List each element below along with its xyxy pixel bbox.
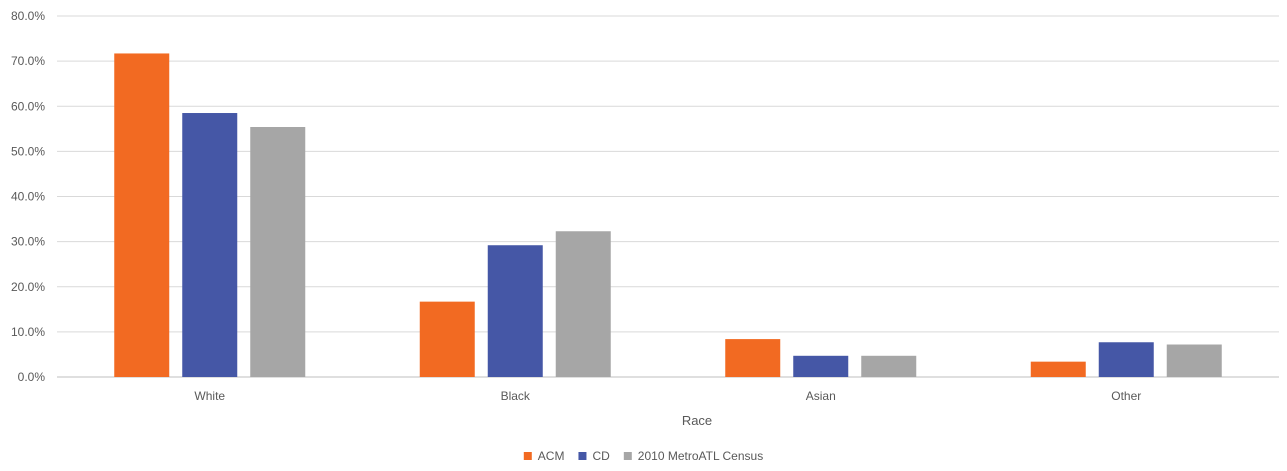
gridlines: [57, 15, 1279, 378]
bar-asian-acm: [725, 339, 781, 377]
y-tick-label: 30.0%: [11, 235, 45, 249]
bar-black-2010-metroatl-census: [555, 231, 611, 377]
legend-label: CD: [592, 449, 610, 463]
bars: [114, 53, 1222, 378]
bar-white-cd: [182, 113, 238, 378]
y-tick-label: 80.0%: [11, 9, 45, 23]
bar-asian-2010-metroatl-census: [861, 355, 917, 377]
legend-swatch: [623, 452, 632, 460]
y-tick-label: 20.0%: [11, 280, 45, 294]
y-tick-label: 0.0%: [18, 370, 46, 384]
bar-black-acm: [419, 301, 475, 377]
x-category-label: Other: [1111, 389, 1141, 403]
y-axis-tick-labels: 0.0% 10.0% 20.0% 30.0% 40.0% 50.0% 60.0% 70.0% 8…: [11, 9, 45, 384]
bar-other-2010-metroatl-census: [1166, 344, 1222, 377]
bar-other-cd: [1098, 342, 1154, 377]
bar-asian-cd: [793, 355, 849, 377]
y-tick-label: 40.0%: [11, 190, 45, 204]
x-category-label: White: [194, 389, 225, 403]
y-tick-label: 50.0%: [11, 144, 45, 158]
bar-white-acm: [114, 53, 170, 378]
legend-swatch: [578, 452, 587, 460]
bar-other-acm: [1030, 361, 1086, 377]
legend: ACM CD 2010 MetroATL Census: [523, 449, 763, 463]
x-category-label: Asian: [806, 389, 836, 403]
legend-swatch: [523, 452, 532, 460]
x-category-label: Black: [501, 389, 531, 403]
x-axis-title: Race: [682, 413, 712, 428]
legend-label: ACM: [538, 449, 565, 463]
y-tick-label: 10.0%: [11, 325, 45, 339]
x-axis-category-labels: White Black Asian Other: [194, 389, 1141, 403]
y-tick-label: 60.0%: [11, 99, 45, 113]
y-tick-label: 70.0%: [11, 54, 45, 68]
legend-label: 2010 MetroATL Census: [638, 449, 763, 463]
bar-white-2010-metroatl-census: [250, 127, 306, 377]
bar-black-cd: [487, 245, 543, 377]
